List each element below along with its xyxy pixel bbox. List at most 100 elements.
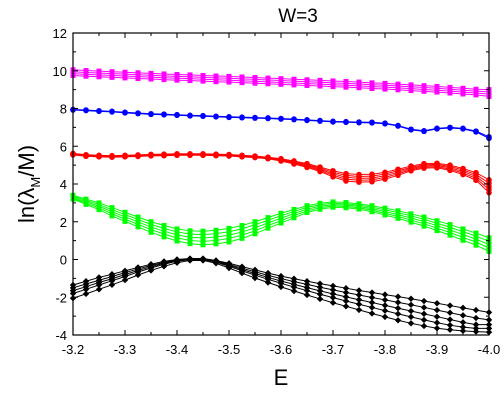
data-point	[148, 221, 154, 227]
data-point	[407, 301, 415, 308]
data-point	[407, 320, 415, 327]
data-point	[473, 239, 479, 245]
data-point	[446, 316, 454, 323]
data-point	[421, 165, 427, 171]
data-point	[459, 319, 467, 326]
data-point	[342, 303, 350, 310]
data-point	[213, 114, 219, 120]
data-point	[122, 110, 128, 116]
data-point	[343, 178, 349, 184]
data-point	[459, 327, 467, 335]
data-point	[265, 155, 271, 162]
data-point	[394, 310, 402, 318]
x-axis-title: E	[274, 365, 289, 390]
data-point	[407, 313, 415, 321]
data-point	[317, 118, 323, 124]
data-point	[343, 119, 349, 126]
data-point	[291, 215, 297, 221]
series-group	[69, 255, 493, 336]
data-point	[83, 153, 89, 160]
data-point	[135, 75, 141, 81]
data-point	[109, 213, 115, 219]
data-point	[200, 238, 206, 244]
x-tick-label: -4.0	[478, 342, 500, 357]
data-point	[303, 287, 311, 294]
data-point	[161, 228, 167, 234]
data-point	[95, 286, 103, 293]
data-point	[187, 152, 193, 159]
data-point	[473, 230, 479, 236]
data-point	[122, 154, 128, 160]
data-point	[473, 177, 479, 184]
data-point	[187, 113, 193, 119]
data-point	[148, 224, 154, 230]
data-point	[473, 236, 479, 242]
x-tick-label: -3.4	[166, 342, 188, 357]
data-point	[199, 257, 207, 264]
data-point	[356, 119, 362, 126]
data-point	[459, 304, 467, 312]
data-point	[472, 321, 480, 328]
data-point	[317, 168, 323, 175]
y-axis-title-tail: /M)	[14, 145, 39, 177]
data-point	[317, 83, 323, 89]
data-point	[408, 127, 414, 133]
series-group	[70, 106, 492, 142]
data-point	[147, 267, 155, 274]
data-point	[252, 228, 258, 234]
data-point	[161, 77, 167, 83]
data-point	[304, 117, 310, 124]
data-point	[355, 287, 363, 294]
data-point	[460, 126, 466, 132]
data-point	[317, 206, 323, 212]
data-point	[109, 109, 115, 115]
data-point	[96, 108, 102, 115]
data-point	[161, 111, 167, 118]
data-point	[200, 152, 206, 159]
data-point	[148, 111, 154, 118]
data-point	[265, 225, 271, 231]
data-point	[460, 237, 466, 243]
data-point	[343, 84, 349, 90]
data-point	[278, 158, 284, 164]
data-point	[95, 281, 103, 289]
data-point	[460, 232, 466, 238]
data-point	[265, 81, 271, 87]
y-tick-label: 12	[53, 26, 67, 41]
data-point	[174, 232, 180, 238]
data-point	[447, 90, 453, 96]
data-point	[135, 153, 141, 160]
data-point	[226, 153, 232, 159]
data-point	[213, 237, 219, 243]
data-point	[472, 306, 480, 314]
data-point	[213, 231, 219, 237]
data-point	[239, 229, 245, 235]
series-group	[70, 192, 492, 254]
data-point	[446, 302, 454, 309]
data-point	[342, 289, 350, 296]
data-point	[433, 319, 441, 326]
data-point	[446, 326, 454, 333]
data-point	[355, 291, 363, 299]
data-point	[395, 123, 401, 129]
data-point	[134, 271, 142, 279]
data-point	[200, 242, 206, 248]
data-point	[161, 223, 167, 229]
data-point	[369, 178, 375, 185]
data-point	[226, 239, 232, 245]
x-tick-label: -3.2	[62, 342, 84, 357]
data-point	[265, 215, 271, 221]
data-point	[264, 276, 272, 283]
data-point	[174, 226, 180, 232]
data-point	[291, 116, 297, 123]
data-point	[446, 309, 454, 316]
data-point	[408, 219, 414, 225]
data-point	[447, 224, 453, 230]
data-point	[368, 304, 376, 311]
data-point	[174, 112, 180, 119]
data-point	[472, 325, 480, 332]
data-point	[251, 274, 259, 282]
x-tick-label: -3.6	[270, 342, 292, 357]
data-point	[83, 201, 89, 207]
data-point	[421, 88, 427, 94]
